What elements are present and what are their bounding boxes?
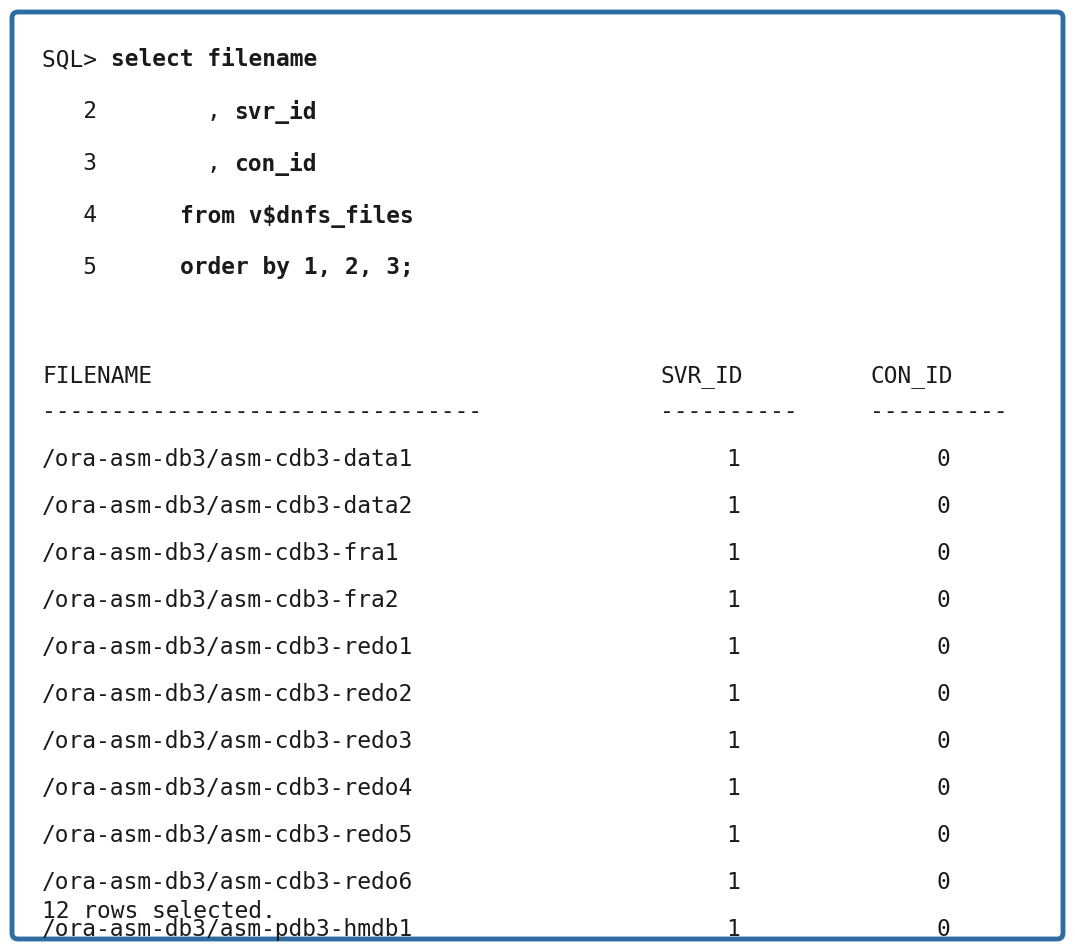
FancyBboxPatch shape	[12, 12, 1063, 939]
Text: 0: 0	[936, 777, 950, 800]
Text: /ora-asm-db3/asm-cdb3-redo5: /ora-asm-db3/asm-cdb3-redo5	[42, 824, 413, 847]
Text: --------------------------------: --------------------------------	[42, 400, 482, 423]
Text: 0: 0	[936, 495, 950, 518]
Text: /ora-asm-db3/asm-cdb3-redo4: /ora-asm-db3/asm-cdb3-redo4	[42, 777, 413, 800]
Text: 12 rows selected.: 12 rows selected.	[42, 900, 276, 923]
Text: ----------: ----------	[660, 400, 798, 423]
Text: 4: 4	[42, 204, 180, 227]
Text: /ora-asm-db3/asm-pdb3-hmdb1: /ora-asm-db3/asm-pdb3-hmdb1	[42, 918, 413, 941]
Text: /ora-asm-db3/asm-cdb3-data2: /ora-asm-db3/asm-cdb3-data2	[42, 495, 413, 518]
Text: 1: 1	[727, 777, 740, 800]
Text: FILENAME: FILENAME	[42, 365, 152, 388]
Text: 1: 1	[727, 824, 740, 847]
Text: SQL>: SQL>	[42, 48, 111, 71]
Text: /ora-asm-db3/asm-cdb3-redo6: /ora-asm-db3/asm-cdb3-redo6	[42, 871, 413, 894]
Text: /ora-asm-db3/asm-cdb3-redo2: /ora-asm-db3/asm-cdb3-redo2	[42, 683, 413, 706]
Text: 0: 0	[936, 636, 950, 659]
Text: 1: 1	[727, 589, 740, 612]
Text: /ora-asm-db3/asm-cdb3-data1: /ora-asm-db3/asm-cdb3-data1	[42, 448, 413, 471]
Text: 1: 1	[727, 871, 740, 894]
Text: 1: 1	[727, 495, 740, 518]
Text: 0: 0	[936, 918, 950, 941]
Text: /ora-asm-db3/asm-cdb3-fra1: /ora-asm-db3/asm-cdb3-fra1	[42, 542, 400, 565]
Text: 0: 0	[936, 683, 950, 706]
Text: 3        ,: 3 ,	[42, 152, 234, 175]
Text: 1: 1	[727, 683, 740, 706]
Text: 1: 1	[727, 448, 740, 471]
Text: 1: 1	[727, 542, 740, 565]
Text: con_id: con_id	[234, 152, 317, 176]
Text: 0: 0	[936, 730, 950, 753]
Text: 0: 0	[936, 448, 950, 471]
Text: from v$dnfs_files: from v$dnfs_files	[180, 204, 413, 228]
Text: 5: 5	[42, 256, 180, 279]
Text: 1: 1	[727, 636, 740, 659]
Text: 1: 1	[727, 918, 740, 941]
Text: 2        ,: 2 ,	[42, 100, 234, 123]
Text: SVR_ID: SVR_ID	[660, 365, 743, 388]
Text: 0: 0	[936, 542, 950, 565]
Text: /ora-asm-db3/asm-cdb3-redo3: /ora-asm-db3/asm-cdb3-redo3	[42, 730, 413, 753]
Text: 1: 1	[727, 730, 740, 753]
Text: /ora-asm-db3/asm-cdb3-fra2: /ora-asm-db3/asm-cdb3-fra2	[42, 589, 400, 612]
Text: ----------: ----------	[870, 400, 1007, 423]
Text: CON_ID: CON_ID	[870, 365, 952, 388]
Text: 0: 0	[936, 824, 950, 847]
Text: svr_id: svr_id	[234, 100, 317, 124]
Text: 0: 0	[936, 871, 950, 894]
Text: order by 1, 2, 3;: order by 1, 2, 3;	[180, 256, 413, 279]
Text: select filename: select filename	[111, 48, 317, 71]
Text: 0: 0	[936, 589, 950, 612]
Text: /ora-asm-db3/asm-cdb3-redo1: /ora-asm-db3/asm-cdb3-redo1	[42, 636, 413, 659]
